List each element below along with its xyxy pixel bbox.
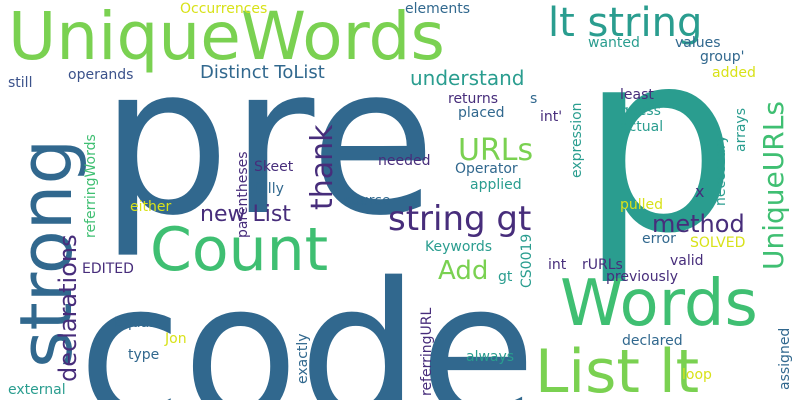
word-valid: valid [670,253,704,269]
word-always: always [466,349,515,365]
word-gt: gt [498,269,513,285]
word-method: method [652,210,745,238]
word-declared: declared [622,333,683,349]
word-referringwords: referringWords [83,134,99,238]
word-previously: previously [606,269,679,285]
word-operator: Operator [455,161,518,177]
word-needed: needed [378,153,431,169]
word-still: still [8,75,33,91]
word-actual: actual [620,119,664,135]
word-operands: operands [68,67,134,83]
word-x: x [695,182,705,201]
word-group: group' [700,49,745,65]
word-jon: Jon [165,331,187,347]
word-add: Add [438,256,489,286]
word-error: error [642,231,676,247]
word-solved: SOLVED [690,235,746,251]
word-added: added [712,65,756,81]
word-pulled: pulled [620,197,664,213]
word-assigned: assigned [777,327,793,390]
word-edited: EDITED [82,261,134,277]
word-uniqueurls: UniqueURLs [757,101,790,270]
word-applied: applied [470,177,522,193]
word-distinct-tolist: Distinct ToList [200,62,325,83]
word-pre: pre [100,23,437,261]
word-either: either [130,199,172,215]
word-p: p [580,0,739,288]
word-elements: elements [405,1,471,17]
word-uniquewords: UniqueWords [8,0,445,75]
word-understand: understand [410,66,525,90]
word-least: least [620,87,654,103]
word-wanted: wanted [588,35,640,51]
word-declarations: declarations [54,234,82,382]
word-list-lt: List lt [535,337,700,400]
word-returns: returns [448,91,499,107]
word-fully: fully [254,181,284,197]
word-skeet: Skeet [254,159,294,175]
word-thank: thank [305,124,340,210]
word-int-quote: int' [540,109,563,125]
word-placed: placed [458,105,505,121]
word-external: external [8,382,66,398]
word-cs0019: CS0019 [519,233,535,288]
word-guess: guess [620,103,661,119]
word-exactly: exactly [295,333,311,384]
word-string-gt: string gt [388,199,532,239]
word-parentheses: parentheses [235,151,251,238]
word-source: source [344,193,391,209]
word-urls: URLs [458,133,534,168]
word-int: int [548,257,567,273]
word-values: values [675,35,721,51]
word-arrays: arrays [733,107,749,152]
word-words: Words [560,267,758,341]
word-code: code [78,242,537,400]
word-rurls: rURLs [582,257,623,273]
word-count: Count [150,215,329,285]
word-keywords: Keywords [425,239,493,255]
word-loop: loop [682,367,712,383]
word-s: s [530,91,538,107]
word-lt-string: lt string [548,0,703,46]
word-expression: expression [569,102,585,178]
word-necessary: necessary [713,134,729,206]
word-type: type [128,347,160,363]
word-referringurl: referringURL [419,307,435,396]
word-equals: Equals [114,315,161,331]
word-new-list: new List [200,202,291,227]
word-occurrences: Occurrences [180,1,268,17]
